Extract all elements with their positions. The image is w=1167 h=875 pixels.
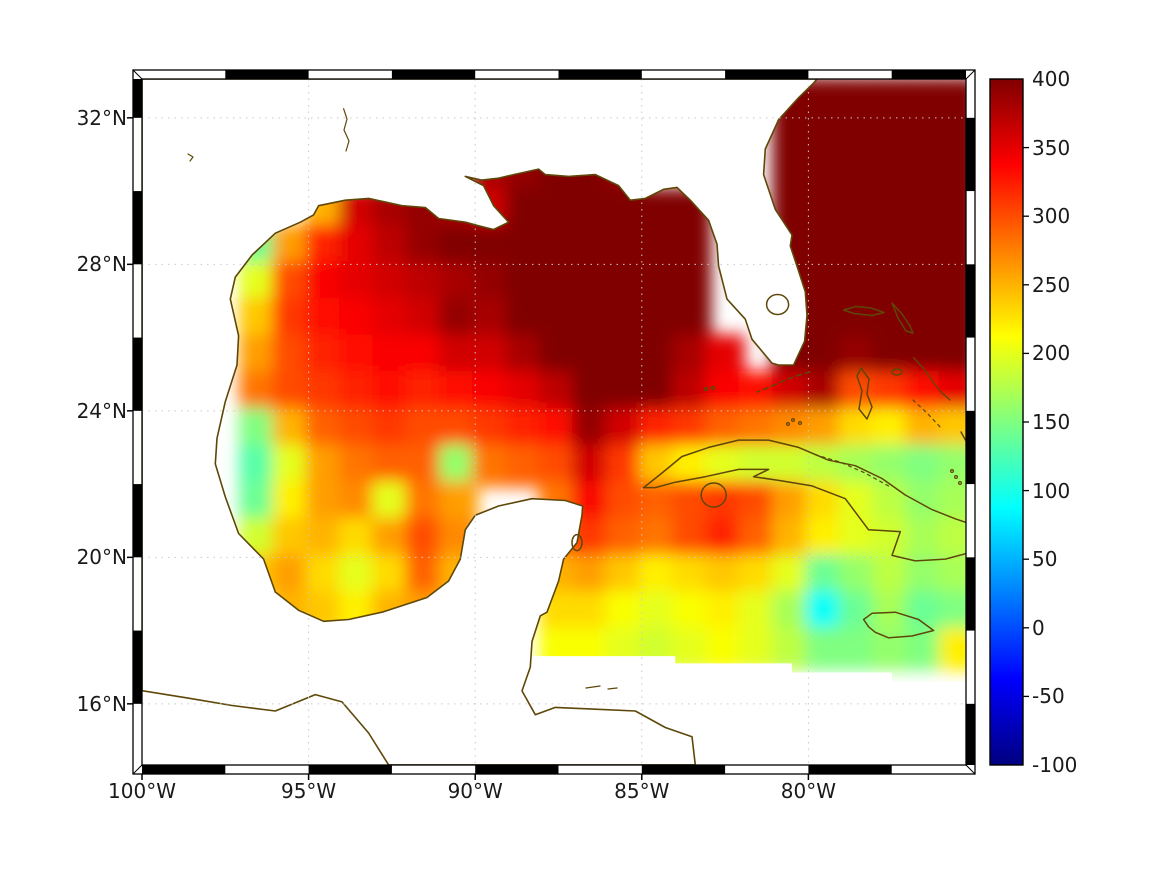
- coastline-long-island: [960, 431, 966, 442]
- island-coastlines: [187, 108, 966, 690]
- lat-tick-label: 32°N: [76, 105, 127, 130]
- coastline-andros: [856, 367, 873, 420]
- graticule-gridlines: [142, 79, 966, 765]
- lake-okeechobee: [765, 293, 790, 316]
- coastline-jamaica: [862, 611, 935, 639]
- lat-tick-label: 24°N: [76, 398, 127, 423]
- coastline-cay-sal: [785, 418, 802, 427]
- coastline-cuba-cays: [814, 454, 890, 487]
- colorbar-tick-label: 0: [1032, 615, 1045, 640]
- coastline-florida-keys: [756, 371, 811, 393]
- lat-tick-label: 16°N: [76, 691, 127, 716]
- colorbar-tick-label: 150: [1032, 410, 1071, 434]
- heatmap-layer: [238, 79, 966, 671]
- colorbar-tick-label: 250: [1032, 272, 1071, 297]
- colorbar: [989, 78, 1029, 766]
- lon-tick-label: 85°W: [614, 779, 670, 803]
- coastline-bay-islands: [585, 685, 618, 690]
- lat-tick-label: 20°N: [76, 545, 127, 570]
- coastline-new-providence: [891, 368, 903, 376]
- lon-tick-label: 100°W: [108, 779, 176, 803]
- lon-tick-label: 95°W: [280, 779, 337, 803]
- coastline-abaco: [891, 302, 914, 334]
- coastline-cozumel: [571, 533, 583, 552]
- land-layer: [142, 79, 818, 765]
- coastline-mainland: [142, 79, 818, 765]
- colorbar-tick-label: 100: [1032, 478, 1071, 503]
- lake-texas-small: [187, 153, 194, 162]
- lake-toledo-bend: [343, 108, 350, 152]
- colorbar-tick-label: 200: [1032, 341, 1071, 366]
- coastline-dry-tortugas: [703, 385, 716, 392]
- coastline-grand-bahama: [842, 305, 885, 317]
- colorbar-tick-label: 350: [1032, 135, 1071, 160]
- colorbar-tick-label: -100: [1032, 753, 1078, 777]
- coastline-ragged-cays: [949, 469, 962, 486]
- colorbar-tick-label: 400: [1032, 67, 1071, 91]
- lat-tick-label: 28°N: [76, 252, 127, 277]
- colorbar-border: [989, 78, 1024, 766]
- colorbar-tick-label: 50: [1032, 547, 1058, 572]
- coastline-exuma-cays: [912, 399, 943, 430]
- lon-tick-label: 90°W: [447, 779, 503, 803]
- colorbar-tick-label: -50: [1032, 684, 1065, 709]
- coastline-isla-juventud: [700, 482, 727, 508]
- colorbar-gradient: [990, 79, 1023, 765]
- coastline-eleuthera-chain: [912, 357, 951, 401]
- map-frame: [127, 69, 976, 780]
- colorbar-tick-label: 300: [1032, 204, 1071, 229]
- coastline-cuba: [642, 439, 966, 562]
- lon-tick-label: 80°W: [780, 779, 836, 803]
- colorbar-ticks: [1023, 146, 1029, 698]
